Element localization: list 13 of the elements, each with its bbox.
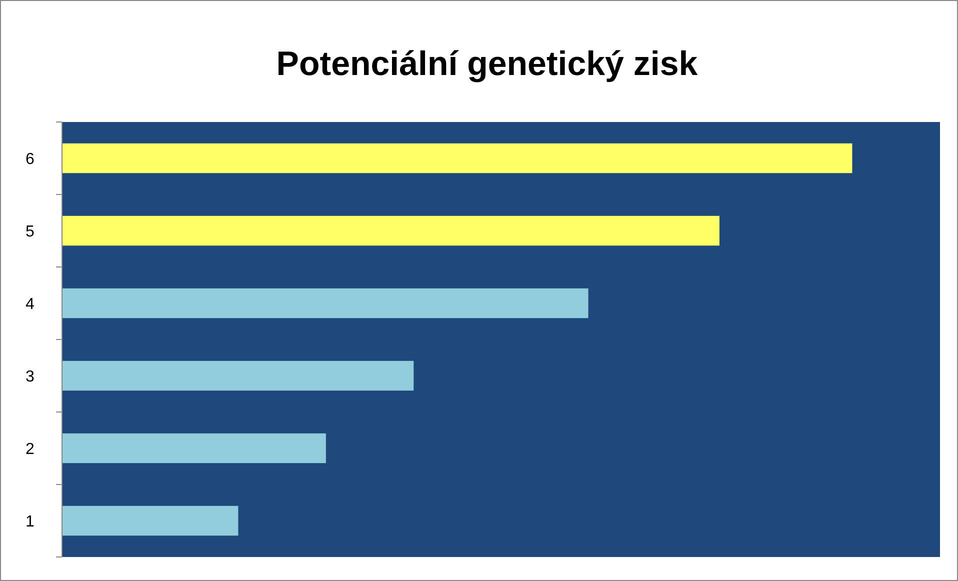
chart-title: Potenciální genetický zisk <box>276 45 698 83</box>
bar <box>62 433 326 464</box>
y-tick-label: 3 <box>26 368 35 386</box>
bar <box>62 506 238 536</box>
bar <box>62 288 588 318</box>
y-tick-label: 6 <box>26 150 35 168</box>
y-tick-label: 1 <box>26 513 35 530</box>
bar <box>62 143 852 174</box>
y-tick-label: 5 <box>26 223 35 240</box>
y-tick-label: 2 <box>26 440 35 458</box>
bar <box>62 216 720 246</box>
y-tick-label: 4 <box>26 296 35 313</box>
bar <box>62 360 414 391</box>
